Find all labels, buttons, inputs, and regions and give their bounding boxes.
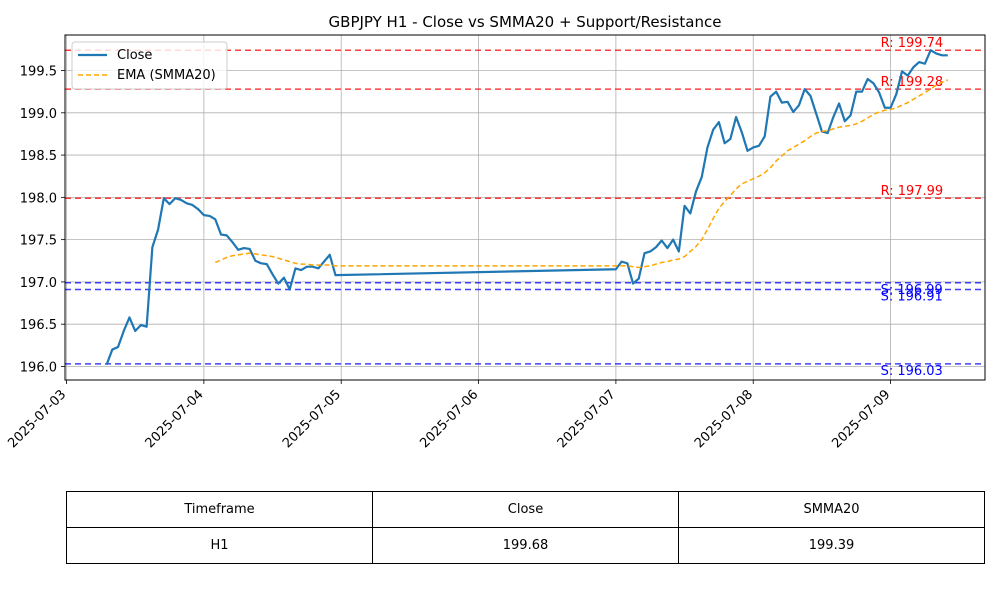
legend-box	[71, 41, 228, 90]
plot-area	[64, 34, 986, 381]
series-line-close	[105, 49, 948, 366]
x-tick-label: 2025-07-08	[692, 387, 756, 451]
y-tick-label: 197.0	[20, 276, 57, 291]
y-tick-label: 196.0	[20, 360, 57, 375]
table-cell-close: 199.68	[372, 527, 679, 564]
x-tick-label: 2025-07-06	[417, 387, 481, 451]
x-tick-label: 2025-07-07	[555, 387, 619, 451]
x-tick-label: 2025-07-03	[5, 387, 69, 451]
level-lines: R: 199.74R: 199.28R: 197.99S: 196.99S: 1…	[65, 36, 985, 379]
series-lines	[105, 49, 949, 366]
y-tick-label: 198.5	[20, 149, 57, 164]
resistance-level-label: R: 197.99	[881, 184, 944, 199]
y-tick-label: 197.5	[20, 234, 57, 249]
table-cell-smma20: 199.39	[678, 527, 985, 564]
axis-ticks: 2025-07-03 2025-07-04 2025-07-05 2025-07-06…	[5, 65, 893, 452]
x-tick-label: 2025-07-09	[829, 387, 893, 451]
table-row: H1 199.68 199.39	[66, 527, 985, 564]
support-level-label: S: 196.03	[881, 364, 943, 379]
resistance-level-label: R: 199.74	[881, 36, 944, 51]
summary-table: Timeframe Close SMMA20 H1 199.68 199.39	[66, 491, 985, 564]
table-cell-timeframe: H1	[66, 527, 373, 564]
legend: Close EMA (SMMA20)	[71, 41, 228, 90]
series-line-smma20	[215, 79, 949, 269]
legend-label-close: Close	[117, 48, 152, 63]
resistance-level-label: R: 199.28	[881, 75, 944, 90]
y-tick-label: 199.0	[20, 107, 57, 122]
legend-label-smma20: EMA (SMMA20)	[117, 68, 216, 83]
table-header-timeframe: Timeframe	[66, 491, 373, 528]
table-header-close: Close	[372, 491, 679, 528]
table-header-row: Timeframe Close SMMA20	[66, 491, 985, 528]
y-tick-label: 198.0	[20, 191, 57, 206]
table-header-smma20: SMMA20	[678, 491, 985, 528]
chart-title: GBPJPY H1 - Close vs SMMA20 + Support/Re…	[329, 13, 722, 31]
x-tick-label: 2025-07-04	[143, 387, 207, 451]
support-level-label: S: 196.91	[881, 290, 943, 305]
grid-lines	[65, 35, 985, 380]
support-level-label: S: 196.99	[881, 283, 943, 298]
y-tick-label: 199.5	[20, 65, 57, 80]
y-tick-label: 196.5	[20, 318, 57, 333]
x-tick-label: 2025-07-05	[280, 387, 344, 451]
